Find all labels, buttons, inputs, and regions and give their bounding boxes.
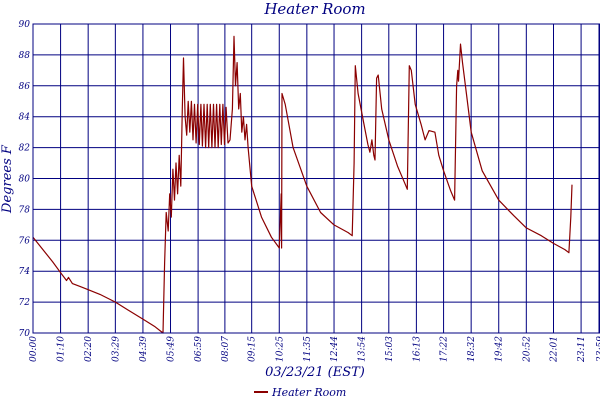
grid <box>32 23 600 334</box>
series-group <box>32 35 573 334</box>
y-tick-label: 90 <box>19 20 31 30</box>
y-tick-label: 88 <box>19 51 31 61</box>
y-tick-label: 74 <box>19 267 31 277</box>
x-tick-label: 17:22 <box>440 336 450 362</box>
chart-title: Heater Room <box>263 0 365 18</box>
plot-frame <box>32 23 600 334</box>
y-tick-label: 78 <box>19 205 31 215</box>
x-tick-label: 19:42 <box>495 336 505 362</box>
y-tick-labels: 70 72 74 76 78 80 82 84 86 88 90 <box>19 20 31 339</box>
y-tick-label: 72 <box>19 298 31 308</box>
x-tick-label: 00:00 <box>29 336 39 362</box>
x-tick-label: 20:52 <box>522 336 532 363</box>
x-tick-label: 12:44 <box>330 336 340 362</box>
legend: Heater Room <box>254 386 346 399</box>
x-tick-label: 11:35 <box>303 336 313 362</box>
x-tick-label: 22:01 <box>550 336 560 363</box>
legend-label: Heater Room <box>271 386 346 399</box>
y-tick-label: 84 <box>19 113 31 123</box>
y-axis-label: Degrees F <box>0 144 15 214</box>
x-tick-label: 16:13 <box>412 336 422 362</box>
x-tick-label: 02:20 <box>84 336 94 362</box>
x-tick-label: 23:59 <box>596 336 600 363</box>
series-line-heater-room <box>32 35 573 334</box>
x-tick-label: 01:10 <box>57 336 67 362</box>
x-tick-label: 06:59 <box>194 336 204 362</box>
x-tick-label: 05:49 <box>167 336 177 362</box>
x-tick-labels: 00:00 01:10 02:20 03:29 04:39 05:49 06:59 08:07… <box>29 336 600 363</box>
x-tick-label: 15:03 <box>385 336 395 362</box>
x-tick-label: 23:11 <box>577 336 587 363</box>
x-tick-label: 13:54 <box>358 336 368 362</box>
x-tick-label: 18:32 <box>467 336 477 362</box>
y-tick-label: 82 <box>19 144 31 154</box>
x-tick-label: 04:39 <box>139 336 149 362</box>
x-tick-label: 10:25 <box>275 336 285 362</box>
y-tick-label: 80 <box>19 175 31 185</box>
x-tick-label: 03:29 <box>111 336 121 362</box>
x-tick-label: 08:07 <box>221 336 231 362</box>
y-tick-label: 76 <box>19 236 31 246</box>
x-axis-label: 03/23/21 (EST) <box>265 365 365 380</box>
x-tick-label: 09:15 <box>248 336 258 362</box>
y-tick-label: 86 <box>19 82 31 92</box>
y-tick-label: 70 <box>19 329 31 339</box>
